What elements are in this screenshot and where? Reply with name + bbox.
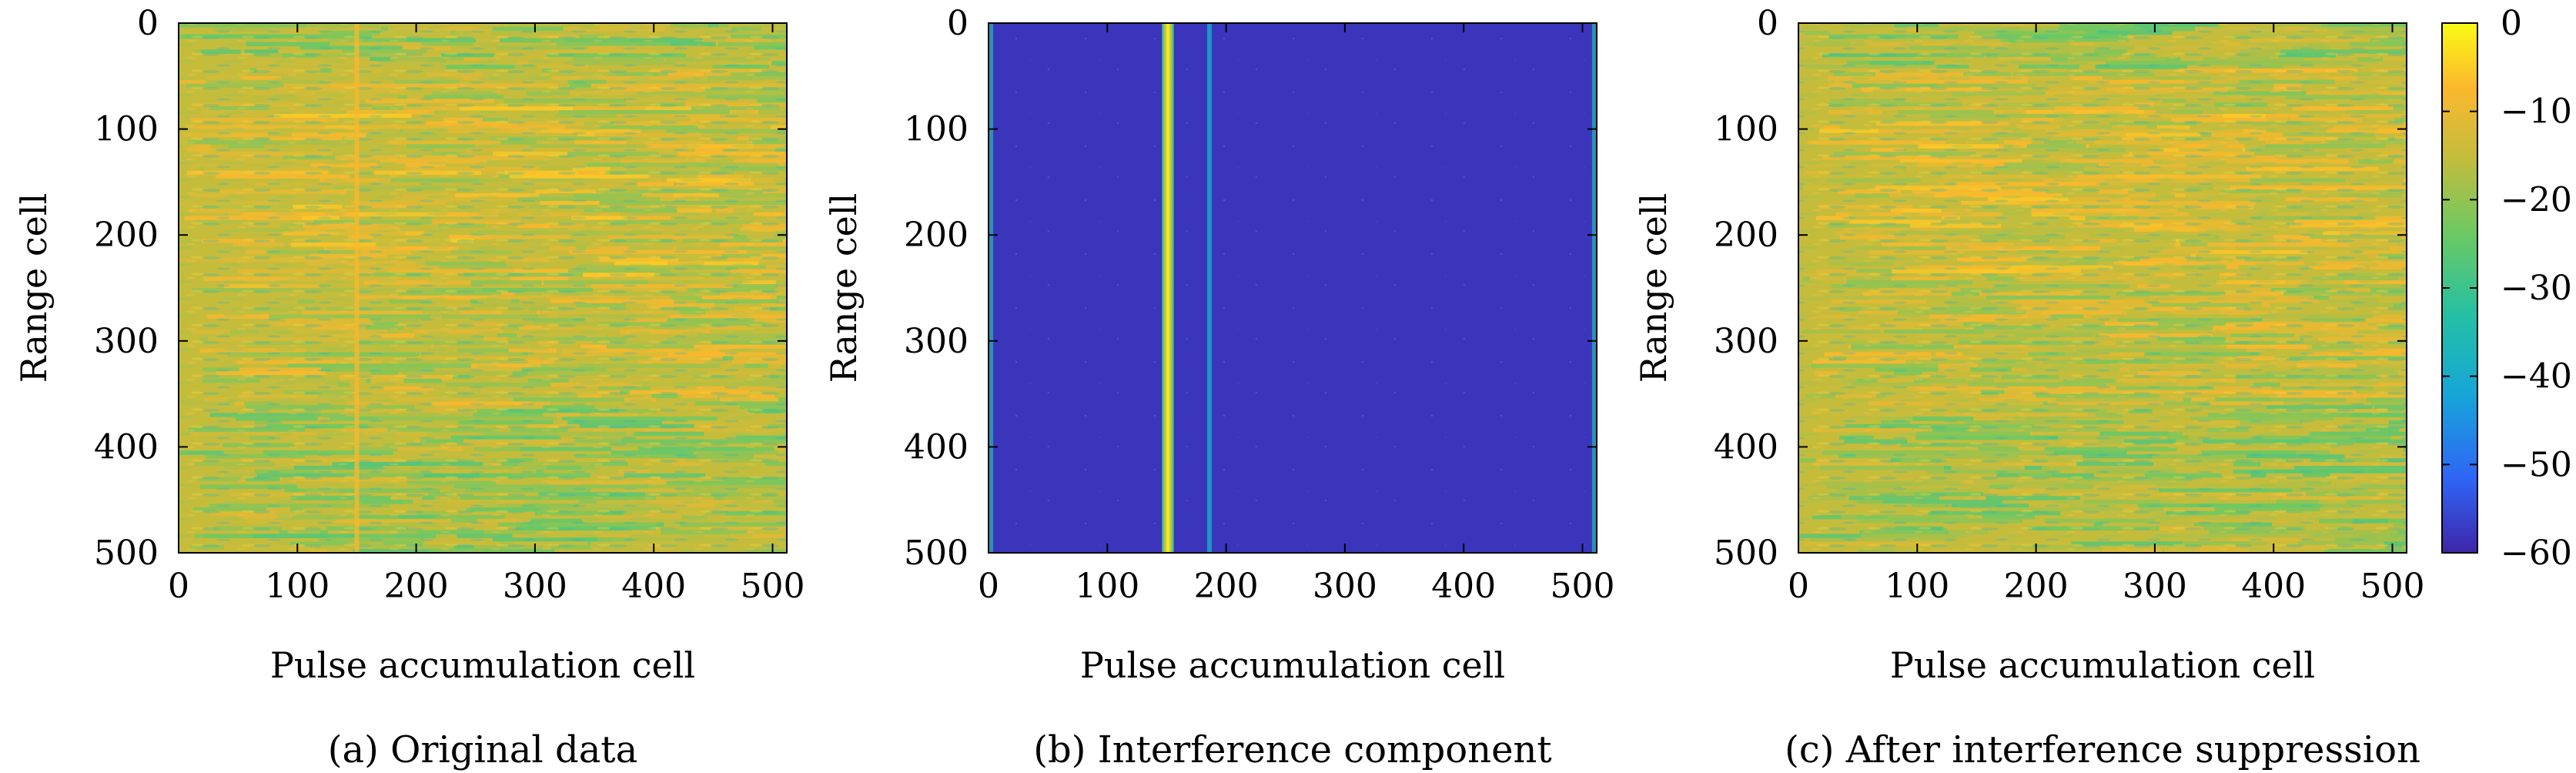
plot-frame (1798, 22, 2407, 554)
colorbar-tick-label: −50 (2501, 445, 2572, 484)
x-tick-label: 300 (2123, 567, 2187, 606)
y-tick-label: 300 (904, 322, 969, 361)
y-tick-label: 100 (1714, 110, 1778, 149)
edge-column (989, 23, 994, 553)
edge-column (1591, 23, 1597, 553)
panel-caption: (c) After interference suppression (1785, 728, 2420, 771)
colorbar-tick-label: 0 (2501, 4, 2522, 43)
colorbar-tick-label: −60 (2501, 534, 2572, 573)
x-tick-label: 400 (2241, 567, 2306, 606)
x-tick-label: 100 (265, 567, 330, 606)
plot-frame (178, 22, 788, 554)
x-tick-label: 200 (1194, 567, 1259, 606)
y-tick-label: 0 (1757, 4, 1778, 43)
y-tick-label: 200 (94, 216, 159, 255)
y-axis-label: Range cell (1633, 193, 1674, 383)
panel-original-data: 0 0 100 100 200 200 300 300 400 400 500 500 Pulse ac… (13, 4, 805, 771)
x-tick-label: 300 (503, 567, 567, 606)
y-tick-label: 300 (1714, 322, 1778, 361)
y-tick-label: 100 (94, 110, 159, 149)
x-tick-label: 0 (168, 567, 189, 606)
heatmap-image (989, 23, 1597, 553)
x-tick-label: 100 (1885, 567, 1949, 606)
x-tick-label: 500 (1550, 567, 1614, 606)
y-tick-label: 0 (947, 4, 969, 43)
panel-caption: (a) Original data (328, 728, 637, 771)
x-tick-label: 0 (1788, 567, 1809, 606)
y-tick-label: 100 (904, 110, 969, 149)
y-tick-label: 400 (904, 427, 969, 467)
y-tick-label: 500 (94, 534, 159, 573)
y-axis-label: Range cell (823, 193, 865, 383)
colorbar-tick-label: −20 (2501, 180, 2572, 219)
x-tick-label: 0 (978, 567, 999, 606)
colorbar: 0 −10 −20 −30 −40 −50 −60 (2441, 4, 2572, 573)
panel-interference-component: 0 0 100 100 200 200 300 300 400 400 500 500 Pulse ac… (823, 4, 1614, 771)
x-axis-label: Pulse accumulation cell (1890, 644, 2315, 686)
y-tick-label: 400 (94, 427, 159, 467)
x-tick-label: 300 (1313, 567, 1377, 606)
interference-line (1206, 23, 1212, 553)
colorbar-tick-label: −40 (2501, 357, 2572, 397)
panel-after-suppression: 0 0 100 100 200 200 300 300 400 400 500 500 Pulse ac… (1633, 4, 2424, 771)
y-axis-label: Range cell (13, 193, 55, 383)
heatmap-image (1798, 23, 2407, 554)
colorbar-tick-label: −10 (2501, 92, 2572, 132)
plot-frame (988, 22, 1597, 554)
x-tick-label: 200 (384, 567, 449, 606)
y-tick-label: 0 (137, 4, 159, 43)
panel-caption: (b) Interference component (1033, 728, 1551, 771)
x-tick-label: 500 (740, 567, 805, 606)
x-axis-label: Pulse accumulation cell (1080, 644, 1505, 686)
x-tick-label: 400 (621, 567, 686, 606)
x-tick-label: 500 (2360, 567, 2424, 606)
y-tick-label: 500 (904, 534, 969, 573)
colorbar-tick-label: −30 (2501, 269, 2572, 308)
x-tick-label: 200 (2004, 567, 2069, 606)
x-tick-label: 400 (1431, 567, 1496, 606)
interference-band (1162, 23, 1174, 553)
y-tick-label: 500 (1714, 534, 1778, 573)
x-tick-label: 100 (1075, 567, 1139, 606)
y-tick-label: 300 (94, 322, 159, 361)
y-tick-label: 400 (1714, 427, 1778, 467)
heatmap-image (179, 23, 787, 554)
interference-line (354, 23, 360, 553)
y-tick-label: 200 (904, 216, 969, 255)
x-axis-label: Pulse accumulation cell (270, 644, 695, 686)
y-tick-label: 200 (1714, 216, 1778, 255)
